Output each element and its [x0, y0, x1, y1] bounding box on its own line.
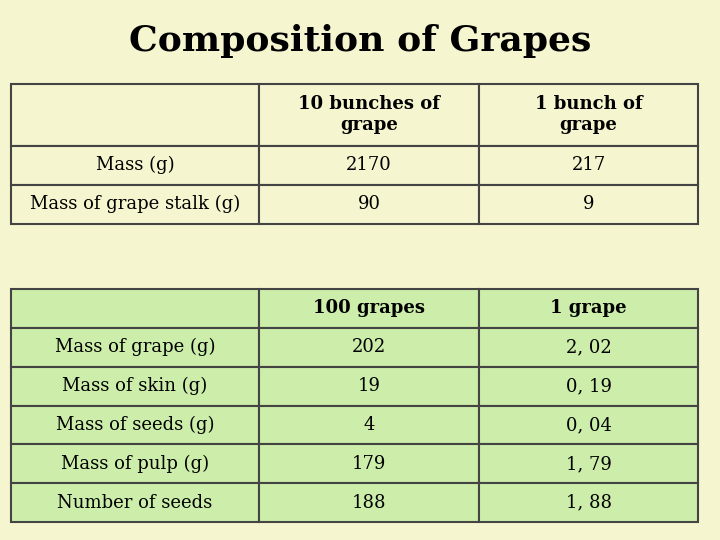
Text: Mass of grape (g): Mass of grape (g) — [55, 338, 215, 356]
Bar — [11, 185, 259, 224]
Text: 217: 217 — [572, 156, 606, 174]
Bar — [259, 444, 479, 483]
Bar — [11, 84, 259, 146]
Text: Number of seeds: Number of seeds — [58, 494, 212, 512]
Bar — [259, 406, 479, 444]
Text: 19: 19 — [358, 377, 380, 395]
Text: 9: 9 — [583, 195, 594, 213]
Text: 2170: 2170 — [346, 156, 392, 174]
Text: Mass of skin (g): Mass of skin (g) — [63, 377, 207, 395]
Text: 90: 90 — [358, 195, 380, 213]
Bar — [11, 367, 259, 406]
Text: Mass of grape stalk (g): Mass of grape stalk (g) — [30, 195, 240, 213]
Bar — [479, 444, 698, 483]
Bar — [259, 367, 479, 406]
Text: 1, 79: 1, 79 — [566, 455, 611, 473]
Text: 10 bunches of
grape: 10 bunches of grape — [298, 96, 440, 134]
Bar — [11, 483, 259, 522]
Bar — [11, 146, 259, 185]
Bar — [479, 328, 698, 367]
Text: 1, 88: 1, 88 — [566, 494, 611, 512]
Bar — [259, 146, 479, 185]
Text: 1 grape: 1 grape — [550, 299, 627, 318]
Text: 2, 02: 2, 02 — [566, 338, 611, 356]
Text: 0, 04: 0, 04 — [566, 416, 611, 434]
Text: 179: 179 — [352, 455, 386, 473]
Bar — [479, 146, 698, 185]
Text: Mass of pulp (g): Mass of pulp (g) — [61, 455, 209, 473]
Text: 202: 202 — [352, 338, 386, 356]
Bar — [259, 328, 479, 367]
Bar — [11, 289, 259, 328]
Bar — [479, 483, 698, 522]
Text: 188: 188 — [352, 494, 386, 512]
Bar — [259, 483, 479, 522]
Text: Mass (g): Mass (g) — [96, 156, 174, 174]
Bar — [11, 406, 259, 444]
Text: 1 bunch of
grape: 1 bunch of grape — [535, 96, 642, 134]
Bar — [479, 84, 698, 146]
Bar — [11, 328, 259, 367]
Text: 4: 4 — [364, 416, 374, 434]
Bar — [479, 289, 698, 328]
Bar — [479, 367, 698, 406]
Bar — [259, 185, 479, 224]
Bar — [11, 444, 259, 483]
Text: 0, 19: 0, 19 — [566, 377, 611, 395]
Bar — [479, 185, 698, 224]
Text: Mass of seeds (g): Mass of seeds (g) — [55, 416, 215, 434]
Text: 100 grapes: 100 grapes — [313, 299, 425, 318]
Bar — [259, 289, 479, 328]
Bar — [479, 406, 698, 444]
Text: Composition of Grapes: Composition of Grapes — [129, 24, 591, 58]
Bar — [259, 84, 479, 146]
